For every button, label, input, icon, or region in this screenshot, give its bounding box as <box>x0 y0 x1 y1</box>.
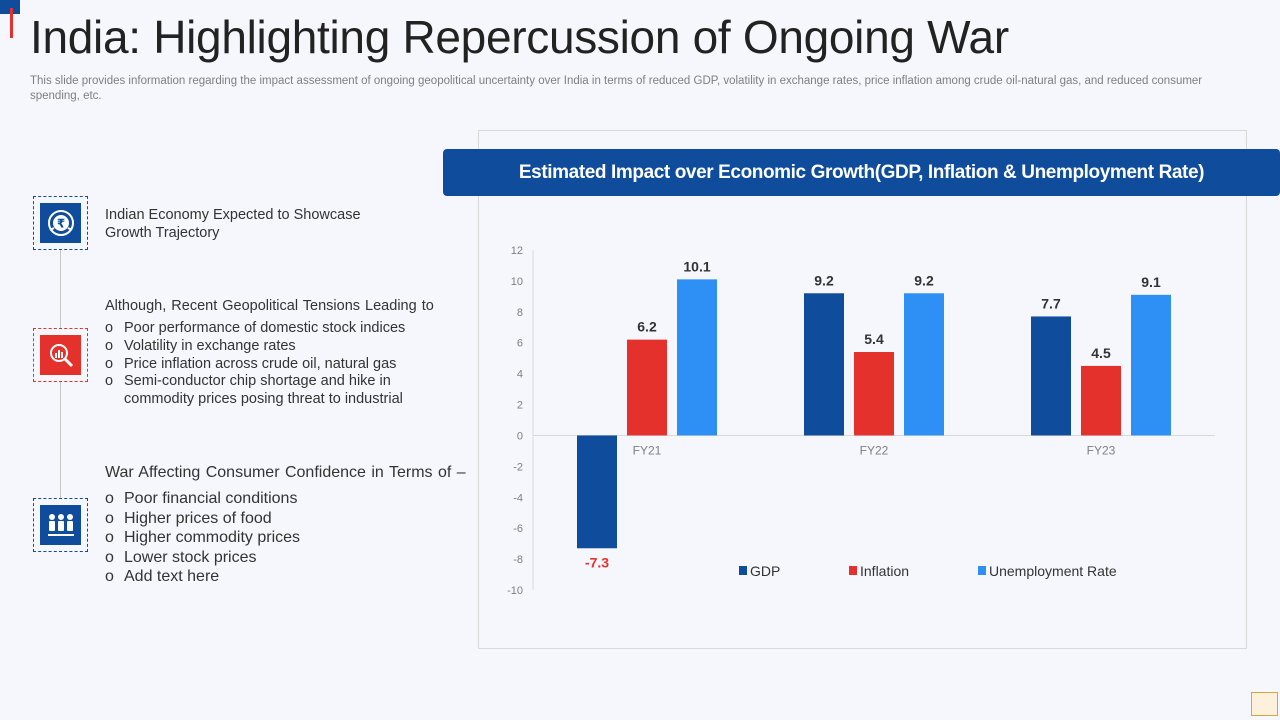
data-label: 9.2 <box>914 272 934 288</box>
bar-unemployment-rate <box>677 279 717 436</box>
consumer-list: Poor financial conditions Higher prices … <box>105 489 300 587</box>
list-item: Price inflation across crude oil, natura… <box>105 356 435 374</box>
legend-label: Inflation <box>860 563 909 579</box>
data-label: 5.4 <box>864 331 884 347</box>
legend-label: Unemployment Rate <box>989 563 1117 579</box>
icon-box-tensions <box>33 328 88 382</box>
y-tick-label: 12 <box>511 245 523 257</box>
y-tick-label: 2 <box>517 400 523 412</box>
economy-growth-text: Indian Economy Expected to Showcase Grow… <box>105 207 361 241</box>
y-tick-label: -2 <box>513 461 523 473</box>
x-tick-label: FY21 <box>633 443 662 457</box>
x-tick-label: FY23 <box>1087 443 1116 457</box>
y-tick-label: 8 <box>517 307 523 319</box>
y-tick-label: -4 <box>513 492 523 504</box>
data-label: 9.2 <box>814 272 834 288</box>
legend-swatch <box>739 566 747 575</box>
data-label: 6.2 <box>637 319 657 335</box>
legend-swatch <box>849 566 857 575</box>
bar-inflation <box>854 352 894 436</box>
y-tick-label: 0 <box>517 430 523 442</box>
page-title: India: Highlighting Repercussion of Ongo… <box>30 11 1009 63</box>
rupee-globe-icon: ₹ <box>47 210 74 236</box>
list-item: Poor financial conditions <box>105 489 300 509</box>
list-item: Semi-conductor chip shortage and hike in… <box>105 373 435 409</box>
y-tick-label: 4 <box>517 369 523 381</box>
page-subtitle: This slide provides information regardin… <box>30 75 1203 102</box>
icon-box-consumers <box>33 498 88 552</box>
list-item: Volatility in exchange rates <box>105 338 435 356</box>
bar-unemployment-rate <box>904 293 944 436</box>
bar-inflation <box>627 339 667 436</box>
legend-label: GDP <box>750 563 780 579</box>
bar-gdp <box>577 435 617 549</box>
list-item: Add text here <box>105 567 300 587</box>
bar-inflation <box>1081 365 1121 436</box>
list-item: Higher commodity prices <box>105 528 300 548</box>
chart-title-banner: Estimated Impact over Economic Growth(GD… <box>443 149 1280 196</box>
data-label: 4.5 <box>1091 345 1111 361</box>
x-tick-label: FY22 <box>860 443 889 457</box>
bar-unemployment-rate <box>1131 294 1171 436</box>
tensions-list: Poor performance of domestic stock indic… <box>105 320 435 409</box>
chart-magnifier-icon <box>49 344 73 368</box>
bar-gdp <box>1031 316 1071 436</box>
people-group-icon <box>47 514 74 536</box>
bar-gdp <box>804 293 844 436</box>
y-tick-label: -10 <box>507 585 523 597</box>
list-item: Lower stock prices <box>105 548 300 568</box>
svg-text:₹: ₹ <box>56 217 64 231</box>
data-label: 10.1 <box>683 258 710 274</box>
list-item: Poor performance of domestic stock indic… <box>105 320 435 338</box>
y-tick-label: -8 <box>513 554 523 566</box>
corner-accent-red <box>10 8 13 38</box>
corner-accent-blue <box>0 0 20 14</box>
icon-box-economy: ₹ <box>33 196 88 250</box>
legend-swatch <box>978 566 986 575</box>
data-label: 9.1 <box>1141 274 1161 290</box>
data-label: 7.7 <box>1041 295 1061 311</box>
tensions-heading: Although, Recent Geopolitical Tensions L… <box>105 298 434 314</box>
corner-note-square <box>1251 692 1278 716</box>
y-tick-label: 6 <box>517 338 523 350</box>
list-item: Higher prices of food <box>105 509 300 529</box>
y-tick-label: 10 <box>511 276 523 288</box>
data-label: -7.3 <box>585 554 609 570</box>
y-tick-label: -6 <box>513 523 523 535</box>
consumer-heading: War Affecting Consumer Confidence in Ter… <box>105 464 466 481</box>
